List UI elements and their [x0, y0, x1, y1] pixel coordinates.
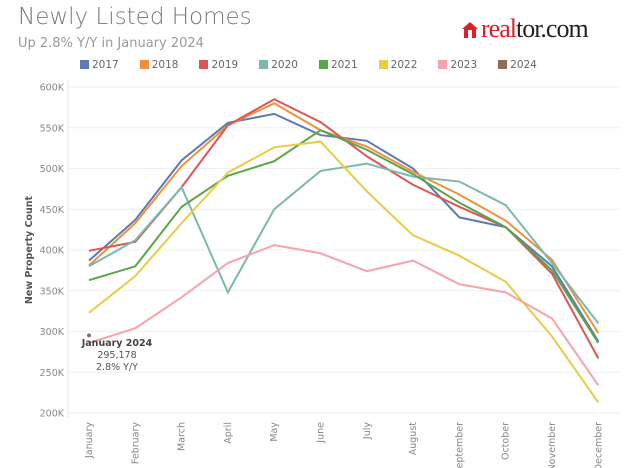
legend-label: 2019 — [211, 59, 239, 71]
legend-swatch — [259, 60, 269, 69]
legend-label: 2022 — [390, 59, 418, 71]
series-line-2023 — [88, 244, 600, 386]
legend-swatch — [199, 60, 209, 69]
series-line-2018 — [88, 102, 600, 334]
legend-item-2018[interactable]: 2018 — [139, 59, 179, 71]
y-tick-label: 500K — [40, 164, 65, 175]
y-tick-label: 450K — [40, 205, 65, 216]
x-tick-label: September — [454, 422, 465, 468]
series-line-2021 — [88, 129, 600, 344]
legend-swatch — [378, 60, 388, 69]
data-point-2024 — [87, 333, 91, 338]
legend-swatch — [318, 60, 328, 69]
legend-label: 2017 — [92, 59, 119, 71]
legend-label: 2023 — [450, 59, 478, 71]
chart-title: Newly Listed Homes — [18, 4, 252, 30]
y-tick-label: 600K — [40, 83, 65, 94]
legend-item-2023[interactable]: 2023 — [438, 59, 477, 71]
x-tick-label: June — [316, 422, 327, 444]
x-tick-label: May — [269, 422, 280, 442]
legend-swatch — [498, 60, 508, 69]
legend-item-2022[interactable]: 2022 — [378, 59, 418, 71]
x-tick-label: January — [84, 422, 95, 459]
legend-label: 2018 — [151, 59, 179, 71]
x-tick-label: March — [177, 422, 188, 451]
x-tick-label: December — [593, 422, 604, 468]
x-tick-label: October — [501, 422, 512, 460]
legend-label: 2021 — [330, 59, 358, 71]
legend-item-2024[interactable]: 2024 — [498, 59, 537, 71]
y-tick-label: 400K — [40, 246, 65, 257]
y-tick-label: 550K — [40, 123, 65, 134]
x-tick-label: February — [130, 422, 141, 464]
legend-swatch — [80, 60, 89, 69]
y-tick-label: 350K — [40, 286, 65, 297]
annotation-line-3: 2.8% Y/Y — [96, 362, 138, 373]
y-tick-label: 250K — [40, 368, 65, 379]
annotation-line-1: January 2024 — [81, 338, 153, 349]
y-tick-label: 200K — [40, 409, 65, 420]
legend: 2017 2018 2019 2020 2021 2022 2023 2024 — [80, 59, 537, 71]
legend-swatch — [139, 60, 149, 69]
series-line-2022 — [88, 140, 600, 403]
x-tick-label: November — [547, 422, 558, 468]
legend-label: 2020 — [271, 59, 298, 71]
legend-item-2020[interactable]: 2020 — [259, 59, 298, 71]
realtor-logo: realtor.com — [462, 14, 589, 44]
legend-item-2021[interactable]: 2021 — [318, 59, 358, 71]
house-icon — [462, 22, 478, 38]
chart-subtitle: Up 2.8% Y/Y in January 2024 — [18, 36, 204, 51]
legend-swatch — [438, 60, 448, 69]
x-tick-label: August — [408, 422, 419, 456]
legend-item-2019[interactable]: 2019 — [199, 59, 238, 71]
legend-item-2017[interactable]: 2017 — [80, 59, 119, 71]
y-tick-label: 300K — [40, 327, 65, 338]
x-tick-label: April — [223, 422, 234, 444]
x-tick-label: July — [362, 422, 373, 440]
annotation-line-2: 295,178 — [97, 350, 136, 361]
legend-label: 2024 — [510, 59, 537, 71]
y-axis-label: New Property Count — [24, 195, 35, 304]
